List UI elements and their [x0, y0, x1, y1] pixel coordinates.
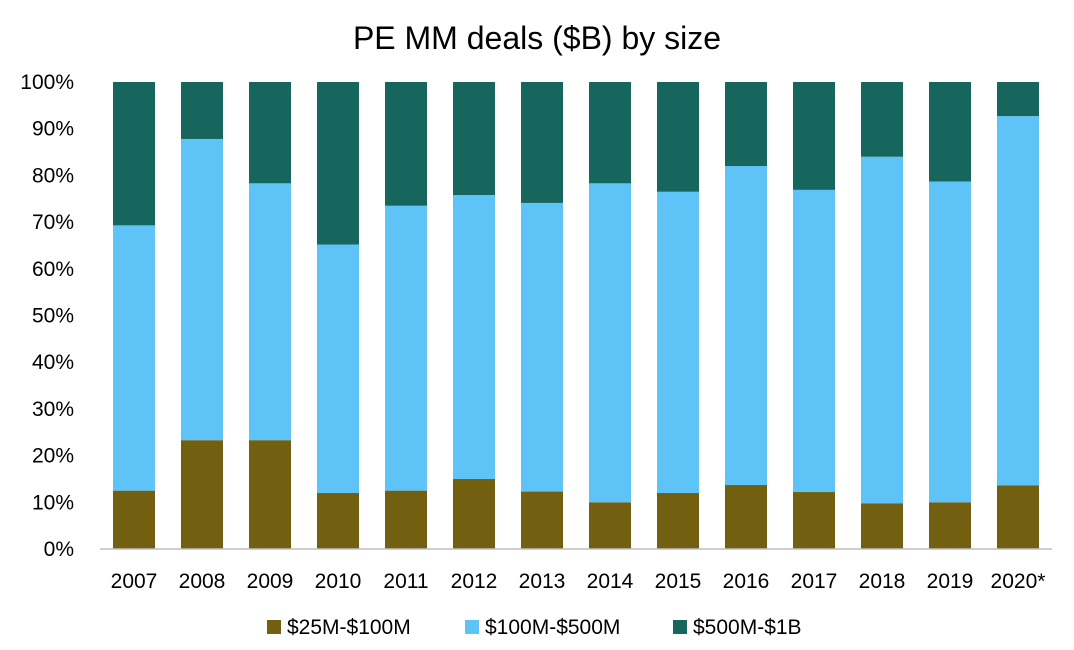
legend-label: $25M-$100M [287, 616, 411, 639]
bar-segment [861, 82, 903, 157]
bar-segment [997, 116, 1039, 486]
bar-segment [589, 82, 631, 184]
legend-label: $100M-$500M [485, 616, 620, 639]
bar-segment [861, 156, 903, 504]
x-tick-label: 2011 [383, 570, 428, 593]
chart-title: PE MM deals ($B) by size [352, 20, 722, 56]
legend-label: $500M-$1B [693, 616, 802, 639]
y-tick-label: 30% [32, 398, 74, 421]
y-tick-label: 90% [32, 118, 74, 141]
bar-segment [181, 82, 223, 139]
bar-segment [725, 166, 767, 486]
bar-segment [453, 478, 495, 549]
legend-swatch [465, 620, 479, 634]
bar-segment [657, 82, 699, 192]
bar-segment [929, 82, 971, 182]
bar-segment [181, 440, 223, 549]
bar-segment [249, 82, 291, 184]
y-tick-label: 40% [32, 351, 74, 374]
bar-segment [793, 82, 835, 190]
bar-segment [793, 189, 835, 493]
bar-segment [929, 502, 971, 549]
bar-segment [113, 225, 155, 491]
bar-segment [453, 195, 495, 479]
bar-segment [929, 181, 971, 503]
bar-segment [385, 490, 427, 550]
bar-segment [317, 492, 359, 549]
bar-segment [861, 503, 903, 549]
y-tick-label: 60% [32, 258, 74, 281]
x-tick-label: 2013 [519, 570, 566, 593]
y-tick-label: 80% [32, 164, 74, 187]
legend: $25M-$100M $100M-$500M $500M-$1B [267, 616, 802, 639]
legend-swatch [267, 620, 281, 634]
bars [113, 82, 1039, 550]
x-tick-label: 2015 [655, 570, 702, 593]
legend-item: $25M-$100M [267, 616, 411, 639]
legend-item: $500M-$1B [673, 616, 802, 639]
x-tick-label: 2012 [451, 570, 498, 593]
bar-segment [249, 183, 291, 441]
x-tick-label: 2016 [723, 570, 770, 593]
y-axis: 0% 10% 20% 30% 40% 50% 60% 70% 80% 90% 100% [20, 71, 74, 561]
bar-segment [793, 492, 835, 549]
bar-segment [657, 492, 699, 549]
bar-segment [589, 183, 631, 503]
x-tick-label: 2010 [315, 570, 362, 593]
bar-segment [385, 82, 427, 206]
x-tick-label: 2008 [179, 570, 226, 593]
legend-item: $100M-$500M [465, 616, 620, 639]
bar-segment [385, 205, 427, 491]
x-tick-label: 2009 [247, 570, 294, 593]
x-axis: 2007 2008 2009 2010 2011 2012 2013 2014 2015 2016… [111, 570, 1046, 593]
y-tick-label: 10% [32, 491, 74, 514]
bar-segment [113, 490, 155, 550]
x-tick-label: 2018 [859, 570, 906, 593]
bar-segment [657, 191, 699, 493]
bar-segment [113, 82, 155, 226]
bar-segment [589, 502, 631, 549]
bar-segment [521, 491, 563, 549]
bar-segment [453, 82, 495, 196]
y-tick-label: 0% [44, 538, 74, 561]
x-tick-label: 2017 [791, 570, 838, 593]
bar-segment [181, 138, 223, 441]
y-tick-label: 70% [32, 211, 74, 234]
bar-segment [725, 82, 767, 167]
y-tick-label: 100% [20, 71, 74, 94]
bar-segment [997, 82, 1039, 117]
y-tick-label: 50% [32, 305, 74, 328]
bar-segment [317, 82, 359, 245]
x-tick-label: 2014 [587, 570, 634, 593]
x-tick-label: 2019 [927, 570, 974, 593]
bar-segment [521, 82, 563, 203]
bar-segment [521, 202, 563, 492]
bar-segment [725, 485, 767, 549]
bar-segment [249, 440, 291, 549]
x-tick-label: 2007 [111, 570, 158, 593]
bar-segment [997, 485, 1039, 549]
y-tick-label: 20% [32, 445, 74, 468]
legend-swatch [673, 620, 687, 634]
bar-segment [317, 244, 359, 493]
x-tick-label: 2020* [991, 570, 1046, 593]
